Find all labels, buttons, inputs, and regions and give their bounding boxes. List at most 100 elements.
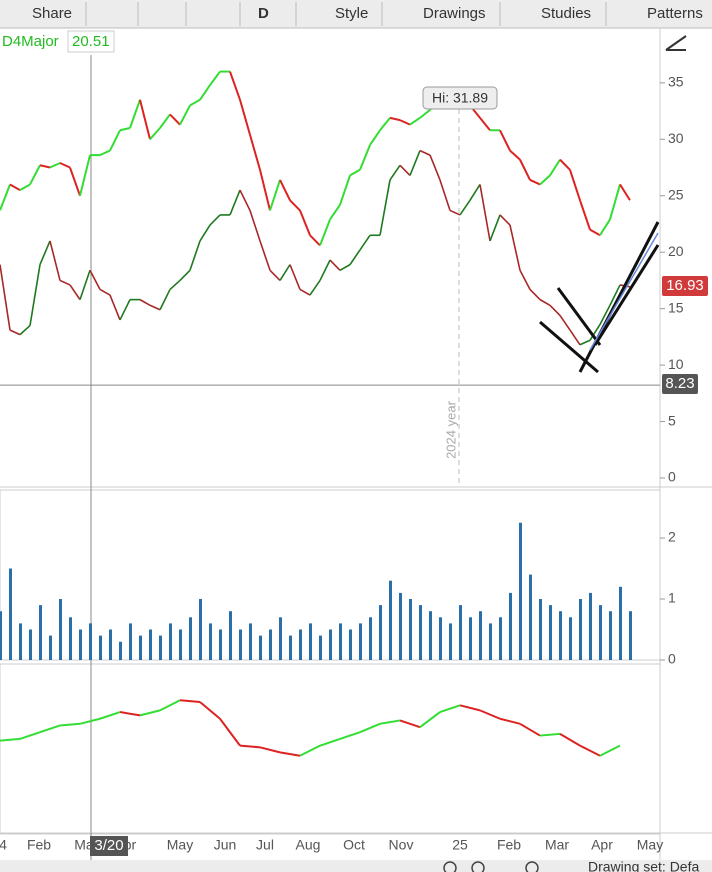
line-segment [419, 711, 441, 728]
line-segment [379, 117, 391, 131]
y-tick-label: 2 [668, 529, 676, 545]
line-segment [79, 154, 91, 196]
line-segment [269, 269, 281, 281]
line-segment [219, 718, 241, 747]
line-segment [299, 744, 321, 757]
volume-bar [549, 605, 552, 660]
line-segment [579, 744, 601, 757]
line-segment [239, 744, 261, 749]
line-segment [349, 168, 361, 177]
line-segment [269, 179, 281, 211]
line-segment [149, 304, 161, 311]
line-segment [419, 109, 431, 119]
line-segment [199, 224, 211, 242]
line-segment [179, 699, 201, 703]
line-segment [209, 70, 221, 86]
toolbar-button[interactable]: Style [335, 5, 368, 22]
line-segment [479, 117, 491, 131]
volume-bar [329, 629, 332, 660]
volume-bar [559, 611, 562, 660]
volume-bar [189, 617, 192, 660]
volume-bar [129, 623, 132, 660]
volume-bar [429, 611, 432, 660]
line-segment [609, 184, 621, 220]
line-segment [429, 154, 441, 181]
x-tick-label: Feb [27, 837, 51, 853]
x-tick-label: Jun [214, 837, 237, 853]
line-segment [509, 224, 521, 271]
toolbar-button[interactable]: Patterns [647, 5, 703, 22]
line-segment [569, 169, 581, 201]
line-segment [369, 129, 381, 146]
volume-bar [79, 629, 82, 660]
volume-bar [519, 522, 522, 660]
line-segment [389, 164, 401, 181]
line-segment [39, 724, 61, 734]
line-segment [199, 84, 211, 101]
line-segment [579, 339, 591, 346]
line-segment [259, 169, 271, 211]
line-segment [319, 259, 331, 281]
line-segment [489, 214, 501, 242]
volume-bar [599, 605, 602, 660]
volume-bar [119, 641, 122, 660]
chart-icon[interactable] [665, 35, 687, 51]
volume-bar [19, 623, 22, 660]
line-segment [359, 722, 381, 734]
line-segment [109, 294, 121, 321]
line-segment [119, 299, 131, 321]
line-segment [339, 175, 351, 206]
line-segment [439, 704, 461, 713]
volume-bar [309, 623, 312, 660]
line-segment [209, 214, 221, 226]
line-segment [89, 269, 101, 290]
line-segment [459, 199, 471, 216]
study-value: 20.51 [72, 33, 110, 50]
x-tick-label: Mar [545, 837, 569, 853]
y-tick-label: 25 [668, 186, 684, 202]
line-segment [569, 329, 581, 346]
line-segment [0, 264, 11, 331]
line-segment [299, 288, 311, 296]
y-tick-label: 30 [668, 130, 684, 146]
volume-bar [299, 629, 302, 660]
volume-bar [29, 629, 32, 660]
toolbar-button[interactable]: Studies [541, 5, 591, 22]
volume-bar [509, 592, 512, 660]
drawings[interactable] [539, 221, 660, 374]
volume-bar [489, 623, 492, 660]
line-segment [559, 158, 571, 171]
line-segment [299, 210, 311, 236]
y-tick-label: 15 [668, 299, 684, 315]
line-segment [409, 150, 421, 176]
line-segment [239, 189, 251, 211]
toolbar-button[interactable]: Share [32, 5, 72, 22]
line-segment [179, 269, 191, 281]
volume-bar [139, 635, 142, 660]
volume-bar [109, 629, 112, 660]
y-tick-label: 10 [668, 356, 684, 372]
toolbar-button[interactable]: D [258, 5, 269, 22]
line-segment [409, 117, 421, 126]
volume-bar [239, 629, 242, 660]
line-segment [229, 71, 241, 101]
volume-bar [439, 617, 442, 660]
y-tick-label: 20 [668, 243, 684, 259]
line-segment [159, 289, 171, 311]
volume-bar [159, 635, 162, 660]
line-segment [589, 324, 601, 341]
volume-bar [269, 629, 272, 660]
cursor-tag [662, 374, 698, 394]
volume-bar [609, 611, 612, 660]
line-segment [579, 199, 591, 230]
line-segment [109, 129, 121, 152]
study-tag [0, 30, 66, 52]
year-label: 2024 year [443, 400, 458, 458]
toolbar-button[interactable]: Drawings [423, 5, 486, 22]
line-segment [519, 159, 531, 181]
volume-bar [319, 635, 322, 660]
x-tick-label: May [637, 837, 663, 853]
line-segment [399, 164, 411, 176]
line-segment [149, 127, 161, 140]
volume-bar [589, 592, 592, 660]
